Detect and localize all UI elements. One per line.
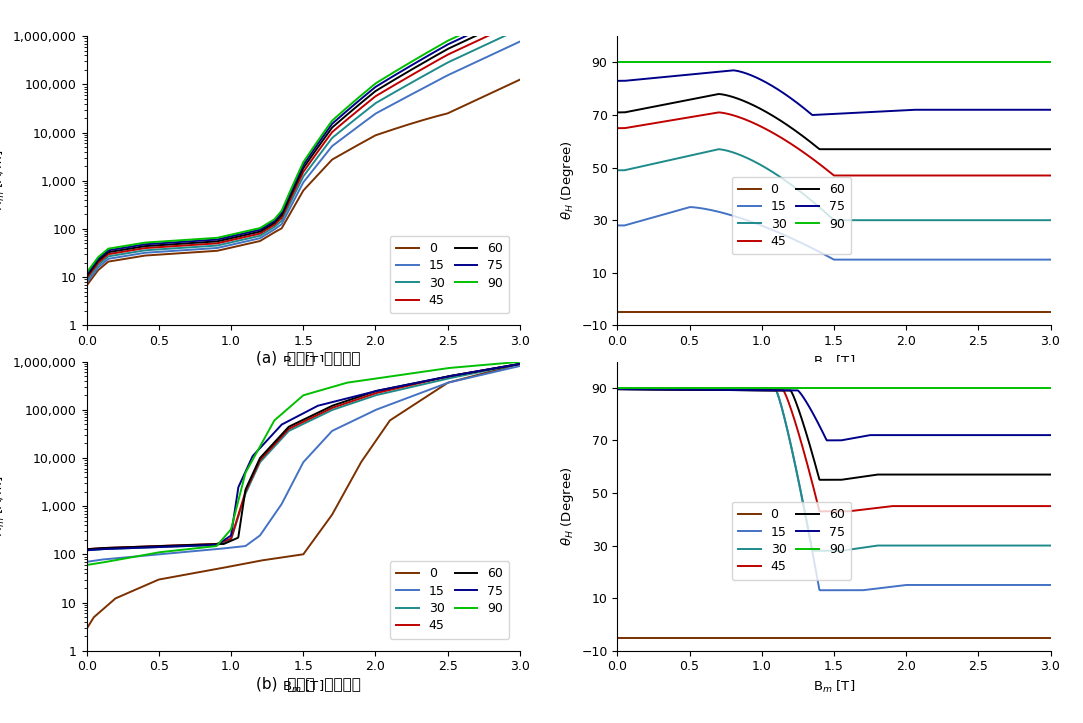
X-axis label: B$_m$ [T]: B$_m$ [T]: [813, 354, 854, 369]
Legend: 0, 15, 30, 45, 60, 75, 90: 0, 15, 30, 45, 60, 75, 90: [732, 176, 851, 254]
Legend: 0, 15, 30, 45, 60, 75, 90: 0, 15, 30, 45, 60, 75, 90: [390, 236, 509, 313]
Y-axis label: $\theta_H$ (Degree): $\theta_H$ (Degree): [559, 466, 576, 546]
Text: (b)  이방성  전기강판: (b) 이방성 전기강판: [257, 676, 361, 691]
Y-axis label: H$_m$ [A/m]: H$_m$ [A/m]: [0, 476, 8, 536]
X-axis label: B$_m$ [T]: B$_m$ [T]: [283, 354, 324, 369]
Y-axis label: H$_m$ [A/m]: H$_m$ [A/m]: [0, 150, 8, 211]
X-axis label: B$_m$ [T]: B$_m$ [T]: [813, 679, 854, 695]
Legend: 0, 15, 30, 45, 60, 75, 90: 0, 15, 30, 45, 60, 75, 90: [732, 502, 851, 580]
Text: (a)  등방성  전기강판: (a) 등방성 전기강판: [257, 351, 361, 366]
Legend: 0, 15, 30, 45, 60, 75, 90: 0, 15, 30, 45, 60, 75, 90: [390, 561, 509, 638]
X-axis label: B$_m$ [T]: B$_m$ [T]: [283, 679, 324, 695]
Y-axis label: $\theta_H$ (Degree): $\theta_H$ (Degree): [559, 141, 576, 221]
